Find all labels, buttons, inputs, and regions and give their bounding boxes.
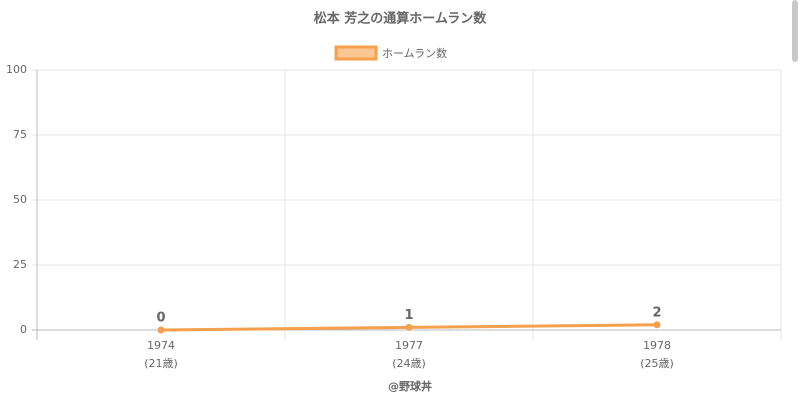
scrollbar[interactable]	[792, 0, 798, 62]
x-tick-label: 1977	[395, 339, 423, 352]
x-tick-sublabel: (25歳)	[640, 357, 674, 370]
y-tick-label: 100	[6, 63, 27, 76]
point	[405, 323, 413, 331]
x-axis-label: @野球丼	[388, 379, 432, 393]
y-tick-label: 50	[13, 193, 27, 206]
point	[653, 321, 661, 329]
y-tick-label: 0	[20, 323, 27, 336]
legend-label: ホームラン数	[382, 47, 447, 60]
chart-title: 松本 芳之の通算ホームラン数	[314, 11, 487, 27]
legend-swatch	[334, 45, 378, 61]
data-label: 1	[404, 308, 413, 323]
data-label: 2	[652, 305, 661, 320]
x-tick-label: 1974	[147, 339, 175, 352]
x-tick-sublabel: (21歳)	[144, 357, 178, 370]
data-label: 0	[156, 311, 165, 326]
x-tick-sublabel: (24歳)	[392, 357, 426, 370]
x-tick-label: 1978	[643, 339, 671, 352]
point	[157, 326, 165, 334]
y-tick-label: 75	[13, 128, 27, 141]
y-tick-label: 25	[13, 258, 27, 271]
